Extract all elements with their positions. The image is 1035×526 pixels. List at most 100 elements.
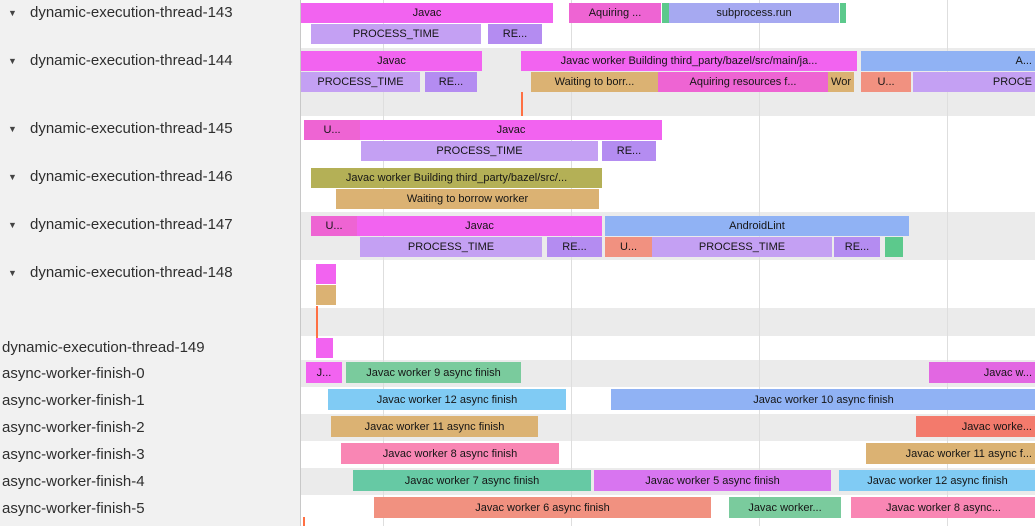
trace-slice[interactable]: Javac worker 7 async finish: [353, 470, 591, 491]
trace-slice[interactable]: Javac worker 5 async finish: [594, 470, 831, 491]
track-dynamic-execution-thread-146: Javac worker Building third_party/bazel/…: [301, 164, 1035, 212]
track-dynamic-execution-thread-143: Javac Aquiring ... subprocess.run PROCESS_T…: [301, 0, 1035, 48]
track-label-async-worker-finish-1[interactable]: async-worker-finish-1: [0, 387, 300, 414]
trace-slice[interactable]: [662, 3, 669, 23]
trace-slice[interactable]: PROCESS_TIME: [361, 141, 598, 161]
track-label-async-worker-finish-4[interactable]: async-worker-finish-4: [0, 468, 300, 495]
track-dynamic-execution-thread-147: U... Javac AndroidLint PROCESS_TIME RE... U..…: [301, 212, 1035, 260]
trace-slice[interactable]: Javac worker 8 async...: [851, 497, 1035, 518]
track-label-dynamic-execution-thread-147[interactable]: ▼ dynamic-execution-thread-147: [0, 212, 300, 260]
trace-slice[interactable]: RE...: [602, 141, 656, 161]
track-async-worker-finish-3: Javac worker 8 async finish Javac worker …: [301, 441, 1035, 468]
trace-slice[interactable]: AndroidLint: [605, 216, 909, 236]
track-name: async-worker-finish-3: [2, 445, 145, 463]
time-gridline: [383, 0, 384, 526]
trace-slice[interactable]: Javac worker 11 async f...: [866, 443, 1035, 464]
track-label-dynamic-execution-thread-146[interactable]: ▼ dynamic-execution-thread-146: [0, 164, 300, 212]
trace-slice[interactable]: Javac worker Building third_party/bazel/…: [521, 51, 857, 71]
trace-slice[interactable]: Waiting to borrow worker: [336, 189, 599, 209]
trace-slice[interactable]: subprocess.run: [669, 3, 839, 23]
trace-slice[interactable]: Javac worker 12 async finish: [839, 470, 1035, 491]
trace-slice[interactable]: U...: [861, 72, 911, 92]
trace-slice[interactable]: Javac worker 8 async finish: [341, 443, 559, 464]
trace-slice[interactable]: J...: [306, 362, 342, 383]
trace-slice[interactable]: [316, 264, 336, 284]
track-spacer-row: [301, 308, 1035, 336]
collapse-triangle-icon[interactable]: ▼: [8, 124, 17, 134]
trace-slice[interactable]: Javac worker 11 async finish: [331, 416, 538, 437]
track-name-panel: ▼ dynamic-execution-thread-143 ▼ dynamic-ex…: [0, 0, 300, 526]
trace-slice[interactable]: PROCE: [913, 72, 1035, 92]
trace-slice[interactable]: U...: [304, 120, 360, 140]
collapse-triangle-icon[interactable]: ▼: [8, 8, 17, 18]
trace-slice[interactable]: [885, 237, 903, 257]
flow-event-marker: [316, 306, 318, 338]
trace-slice[interactable]: PROCESS_TIME: [311, 24, 481, 44]
trace-slice[interactable]: Javac: [301, 51, 482, 71]
trace-slice[interactable]: Javac worker 12 async finish: [328, 389, 566, 410]
trace-slice[interactable]: [316, 338, 333, 358]
track-async-worker-finish-1: Javac worker 12 async finish Javac worker…: [301, 387, 1035, 414]
trace-slice[interactable]: Wor: [828, 72, 854, 92]
track-dynamic-execution-thread-145: U... Javac PROCESS_TIME RE...: [301, 116, 1035, 164]
trace-slice[interactable]: PROCESS_TIME: [360, 237, 542, 257]
track-name: async-worker-finish-0: [2, 364, 145, 382]
trace-slice[interactable]: A...: [861, 51, 1035, 71]
track-label-async-worker-finish-2[interactable]: async-worker-finish-2: [0, 414, 300, 441]
trace-slice[interactable]: [316, 285, 336, 305]
collapse-triangle-icon[interactable]: ▼: [8, 172, 17, 182]
trace-slice[interactable]: Javac w...: [929, 362, 1035, 383]
track-label-dynamic-execution-thread-149[interactable]: dynamic-execution-thread-149: [0, 336, 300, 360]
track-name: dynamic-execution-thread-147: [30, 216, 233, 233]
trace-slice[interactable]: Javac worker...: [729, 497, 841, 518]
track-label-async-worker-finish-0[interactable]: async-worker-finish-0: [0, 360, 300, 387]
trace-slice[interactable]: Javac worke...: [916, 416, 1035, 437]
track-async-worker-finish-4: Javac worker 7 async finish Javac worker …: [301, 468, 1035, 495]
trace-slice[interactable]: Javac worker Building third_party/bazel/…: [311, 168, 602, 188]
track-name: dynamic-execution-thread-143: [30, 4, 233, 21]
track-label-async-worker-finish-3[interactable]: async-worker-finish-3: [0, 441, 300, 468]
track-label-dynamic-execution-thread-148[interactable]: ▼ dynamic-execution-thread-148: [0, 260, 300, 308]
trace-slice[interactable]: Javac: [360, 120, 662, 140]
track-name: async-worker-finish-4: [2, 472, 145, 490]
trace-slice[interactable]: Javac worker 10 async finish: [611, 389, 1035, 410]
collapse-triangle-icon[interactable]: ▼: [8, 56, 17, 66]
trace-slice[interactable]: Aquiring resources f...: [658, 72, 828, 92]
track-name: dynamic-execution-thread-144: [30, 52, 233, 69]
track-label-dynamic-execution-thread-145[interactable]: ▼ dynamic-execution-thread-145: [0, 116, 300, 164]
collapse-triangle-icon[interactable]: ▼: [8, 268, 17, 278]
trace-slice[interactable]: Javac: [301, 3, 553, 23]
trace-slice[interactable]: U...: [605, 237, 652, 257]
track-label-async-worker-finish-5[interactable]: async-worker-finish-5: [0, 495, 300, 522]
trace-slice[interactable]: Javac: [357, 216, 602, 236]
timeline-panel[interactable]: Javac Aquiring ... subprocess.run PROCESS_T…: [300, 0, 1035, 526]
track-name: dynamic-execution-thread-148: [30, 264, 233, 281]
trace-slice[interactable]: Javac worker 9 async finish: [346, 362, 521, 383]
trace-slice[interactable]: PROCESS_TIME: [652, 237, 832, 257]
track-name: async-worker-finish-2: [2, 418, 145, 436]
trace-slice[interactable]: U...: [311, 216, 357, 236]
trace-slice[interactable]: RE...: [834, 237, 880, 257]
trace-slice[interactable]: RE...: [488, 24, 542, 44]
track-async-worker-finish-5: Javac worker 6 async finish Javac worker.…: [301, 495, 1035, 522]
trace-slice[interactable]: Aquiring ...: [569, 3, 661, 23]
trace-slice[interactable]: Javac worker 6 async finish: [374, 497, 711, 518]
trace-slice[interactable]: Waiting to borr...: [531, 72, 658, 92]
track-dynamic-execution-thread-148: [301, 260, 1035, 308]
track-name: dynamic-execution-thread-145: [30, 120, 233, 137]
track-label-dynamic-execution-thread-144[interactable]: ▼ dynamic-execution-thread-144: [0, 48, 300, 116]
track-label-dynamic-execution-thread-143[interactable]: ▼ dynamic-execution-thread-143: [0, 0, 300, 48]
track-name: dynamic-execution-thread-149: [2, 339, 205, 356]
track-name: async-worker-finish-5: [2, 499, 145, 517]
collapse-triangle-icon[interactable]: ▼: [8, 220, 17, 230]
trace-slice[interactable]: RE...: [425, 72, 477, 92]
track-dynamic-execution-thread-144: Javac Javac worker Building third_party/b…: [301, 48, 1035, 116]
track-label-spacer-row[interactable]: [0, 308, 300, 336]
trace-slice[interactable]: RE...: [547, 237, 602, 257]
trace-slice[interactable]: [840, 3, 846, 23]
track-async-worker-finish-2: Javac worker 11 async finish Javac worke.…: [301, 414, 1035, 441]
time-gridline: [759, 0, 760, 526]
flow-event-marker: [303, 517, 305, 526]
trace-slice[interactable]: PROCESS_TIME: [301, 72, 420, 92]
